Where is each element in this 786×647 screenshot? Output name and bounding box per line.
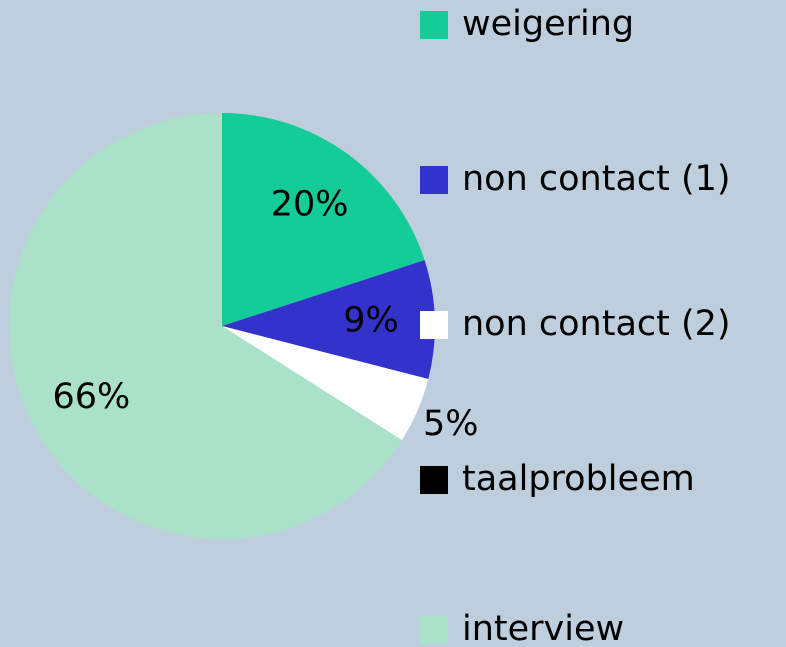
legend-label: taalprobleem [462, 459, 695, 499]
legend-swatch [420, 616, 448, 644]
legend-swatch [420, 311, 448, 339]
pie-slice [9, 113, 402, 539]
pie-slice [222, 326, 429, 441]
data-label: 20% [271, 184, 349, 224]
legend-label: interview [462, 609, 624, 647]
legend-swatch [420, 166, 448, 194]
legend-label: non contact (2) [462, 304, 731, 344]
legend-swatch [420, 466, 448, 494]
data-label: 66% [52, 377, 130, 417]
pie-slice [222, 260, 435, 379]
data-label: 5% [423, 404, 479, 444]
pie-slice [222, 113, 425, 326]
legend-label: weigering [462, 4, 634, 44]
legend-label: non contact (1) [462, 159, 731, 199]
legend-swatch [420, 11, 448, 39]
data-label: 9% [343, 300, 399, 340]
